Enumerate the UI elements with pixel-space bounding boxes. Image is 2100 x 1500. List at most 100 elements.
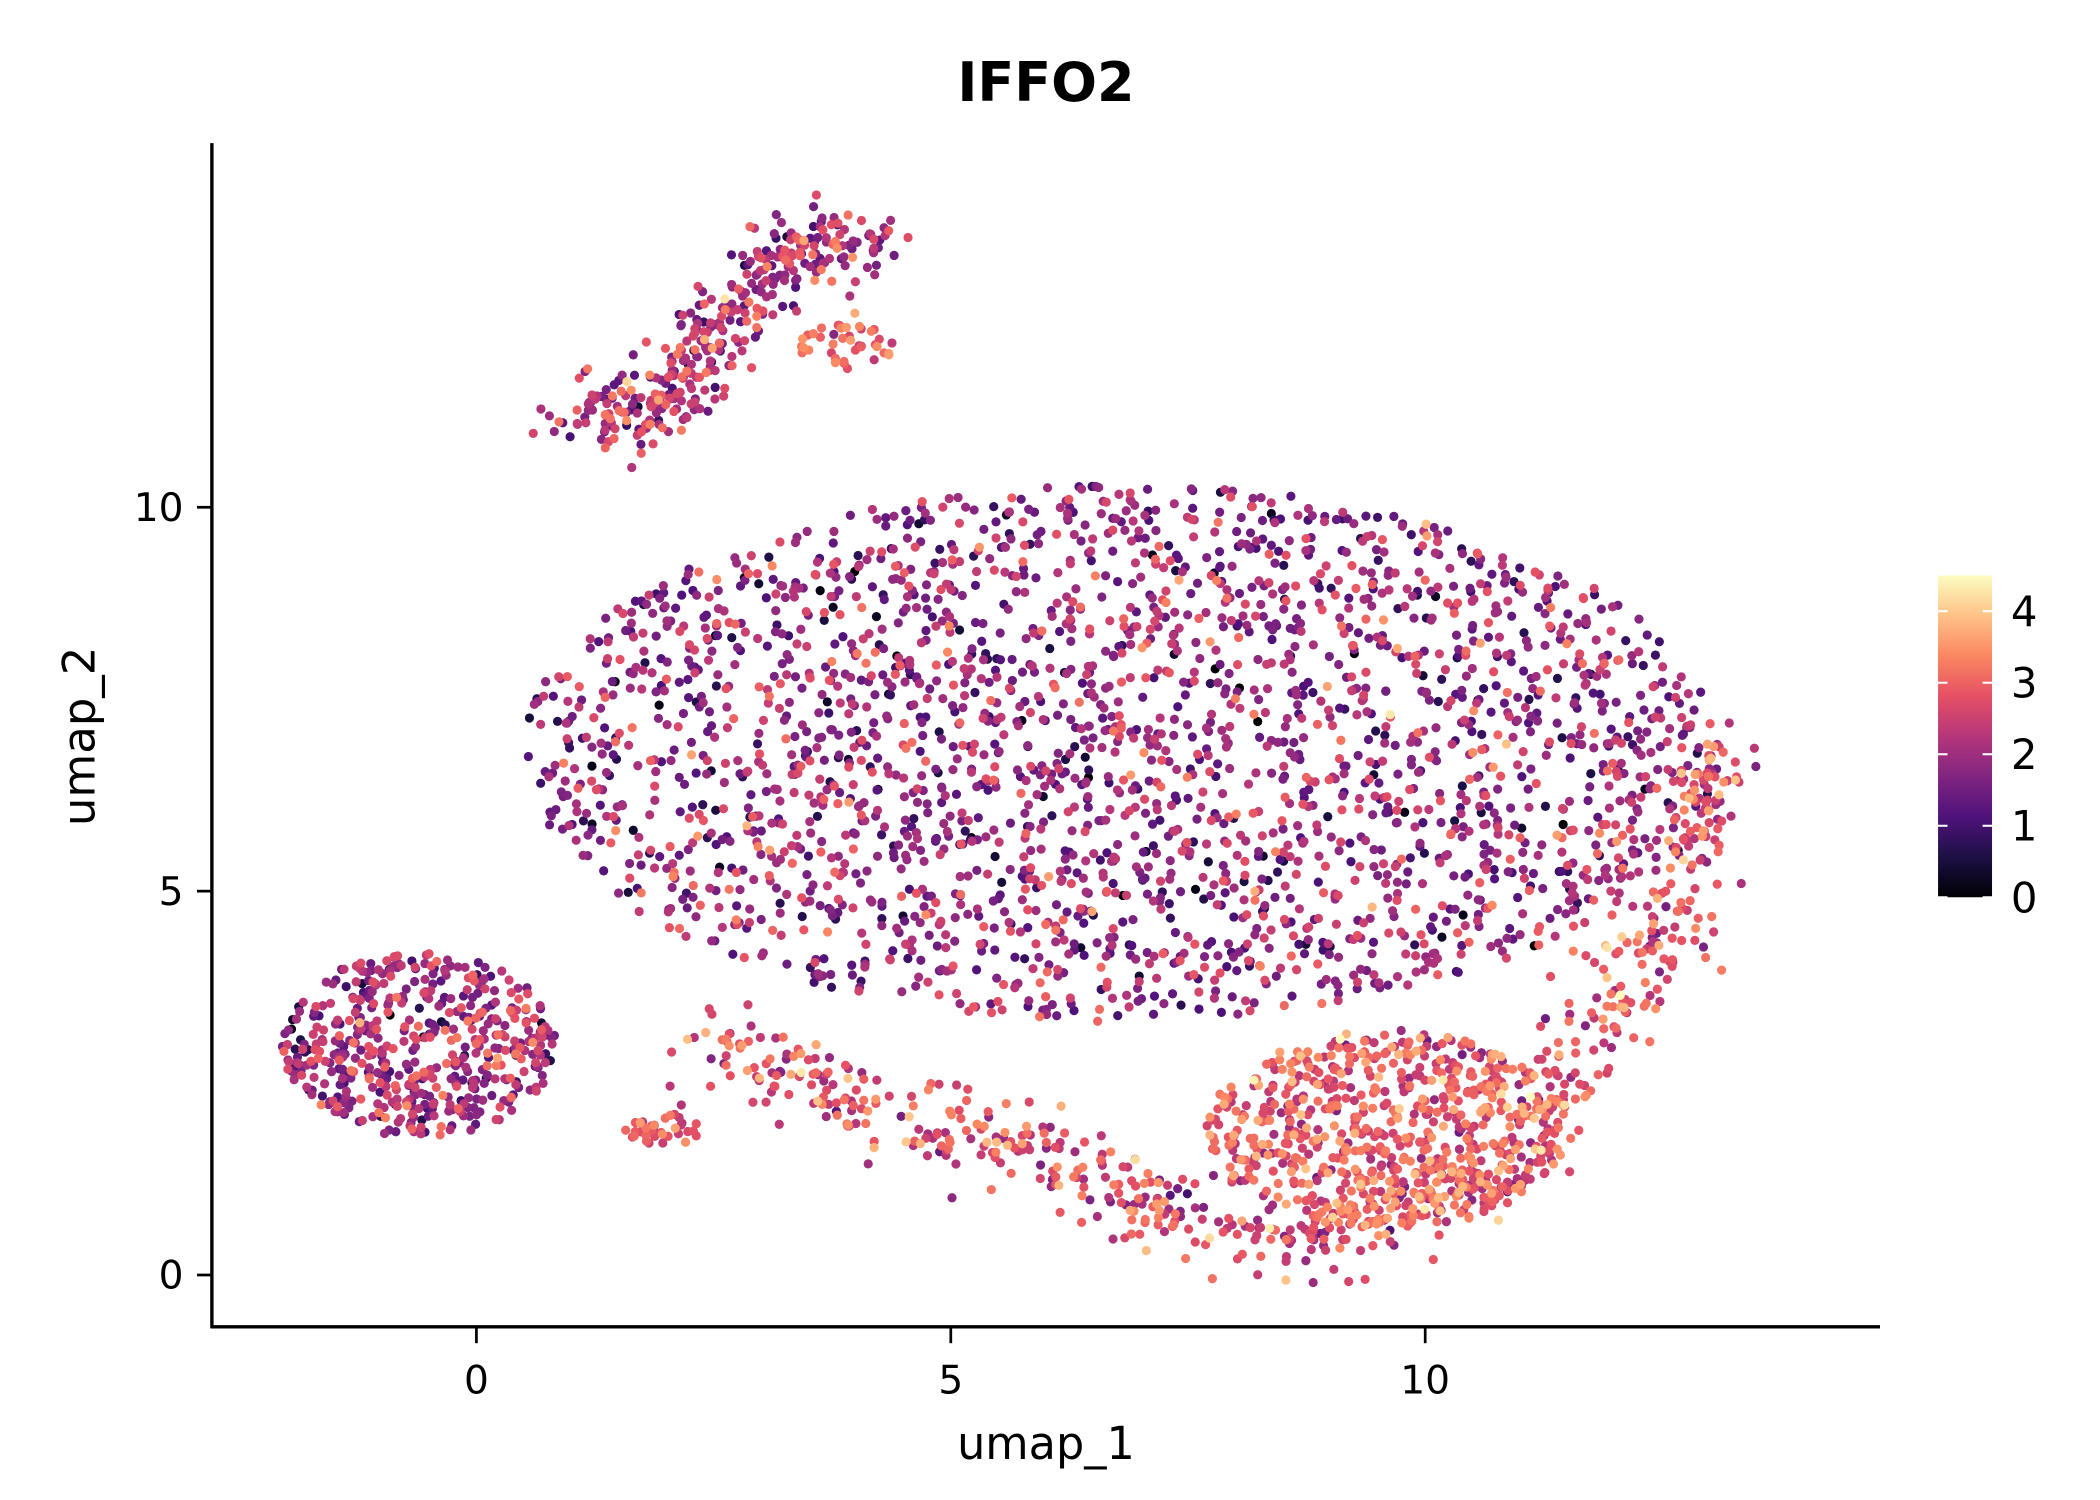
data-point: [1502, 687, 1512, 698]
data-point: [1499, 698, 1510, 708]
data-point: [914, 678, 924, 689]
data-point: [540, 1057, 550, 1068]
data-point: [1454, 644, 1464, 654]
data-point: [1169, 714, 1180, 724]
data-point: [1338, 791, 1348, 801]
data-point: [765, 845, 775, 855]
data-point: [1230, 694, 1241, 704]
data-point: [1301, 1196, 1311, 1206]
data-point: [480, 984, 490, 994]
data-point: [1235, 830, 1246, 840]
data-point: [1439, 1103, 1449, 1113]
data-point: [505, 1073, 516, 1083]
data-point: [1079, 735, 1089, 745]
data-point: [1419, 1204, 1430, 1214]
data-point: [1336, 837, 1346, 847]
data-point: [595, 835, 606, 846]
data-point: [1190, 1179, 1200, 1189]
data-point: [1337, 1080, 1348, 1091]
data-point: [688, 838, 698, 848]
data-point: [959, 663, 969, 674]
data-point: [870, 690, 880, 700]
data-point: [764, 870, 774, 881]
data-point: [968, 1002, 979, 1012]
data-point: [1236, 539, 1247, 549]
data-point: [1251, 1161, 1261, 1171]
data-point: [862, 555, 872, 565]
data-point: [1655, 741, 1665, 752]
data-point: [1249, 1175, 1259, 1185]
data-point: [1170, 607, 1180, 617]
data-point: [1339, 1155, 1349, 1165]
data-point: [742, 316, 752, 326]
data-point: [1412, 668, 1422, 678]
data-point: [1350, 1164, 1360, 1174]
data-point: [626, 385, 636, 395]
data-point: [811, 1040, 821, 1050]
data-point: [686, 359, 696, 369]
data-point: [1376, 1161, 1386, 1172]
data-point: [1415, 838, 1425, 848]
data-point: [1396, 927, 1406, 937]
data-point: [757, 951, 767, 961]
data-point: [1341, 1234, 1351, 1245]
data-point: [1592, 848, 1603, 859]
data-point: [1585, 782, 1595, 792]
data-point: [1460, 920, 1470, 931]
data-point: [492, 1053, 503, 1063]
data-point: [594, 636, 604, 647]
data-point: [306, 1056, 316, 1066]
data-point: [1078, 873, 1088, 883]
data-point: [669, 406, 679, 417]
data-point: [1576, 722, 1587, 732]
data-point: [1360, 1220, 1370, 1230]
data-point: [901, 603, 911, 613]
data-point: [1501, 650, 1512, 660]
data-point: [416, 1122, 426, 1132]
data-point: [1421, 519, 1431, 529]
data-point: [1726, 811, 1736, 821]
data-point: [1319, 1234, 1329, 1244]
data-point: [1250, 930, 1260, 940]
data-point: [339, 1107, 349, 1118]
data-point: [1640, 771, 1651, 782]
data-point: [578, 850, 588, 861]
data-point: [1344, 593, 1354, 603]
data-point: [1191, 637, 1201, 648]
data-point: [1494, 1191, 1504, 1201]
data-point: [1464, 1166, 1474, 1176]
data-point: [1518, 909, 1528, 919]
data-point: [1113, 697, 1123, 707]
data-point: [756, 914, 766, 925]
data-point: [951, 789, 962, 799]
data-point: [1390, 861, 1400, 872]
data-point: [1139, 1178, 1149, 1188]
data-point: [802, 870, 812, 880]
data-point: [1183, 932, 1193, 942]
data-point: [1570, 698, 1580, 708]
data-point: [1504, 830, 1514, 840]
data-point: [1606, 626, 1616, 636]
data-point: [1355, 964, 1366, 974]
data-point: [665, 1081, 675, 1091]
data-point: [1270, 847, 1281, 857]
data-point: [768, 925, 778, 936]
data-point: [1581, 950, 1591, 961]
data-point: [611, 825, 621, 836]
data-point: [1542, 1127, 1552, 1137]
data-point: [1460, 1119, 1471, 1129]
data-point: [1232, 526, 1242, 537]
data-point: [1330, 590, 1340, 600]
data-point: [1220, 888, 1230, 898]
data-point: [937, 783, 947, 793]
data-point: [1322, 1202, 1332, 1212]
data-point: [1479, 820, 1489, 830]
data-point: [1256, 492, 1266, 503]
data-point: [1376, 845, 1386, 855]
data-point: [1320, 1217, 1330, 1227]
data-point: [1021, 1121, 1032, 1131]
data-point: [368, 998, 379, 1009]
data-point: [1126, 639, 1136, 650]
data-point: [583, 830, 593, 840]
data-point: [668, 871, 678, 882]
